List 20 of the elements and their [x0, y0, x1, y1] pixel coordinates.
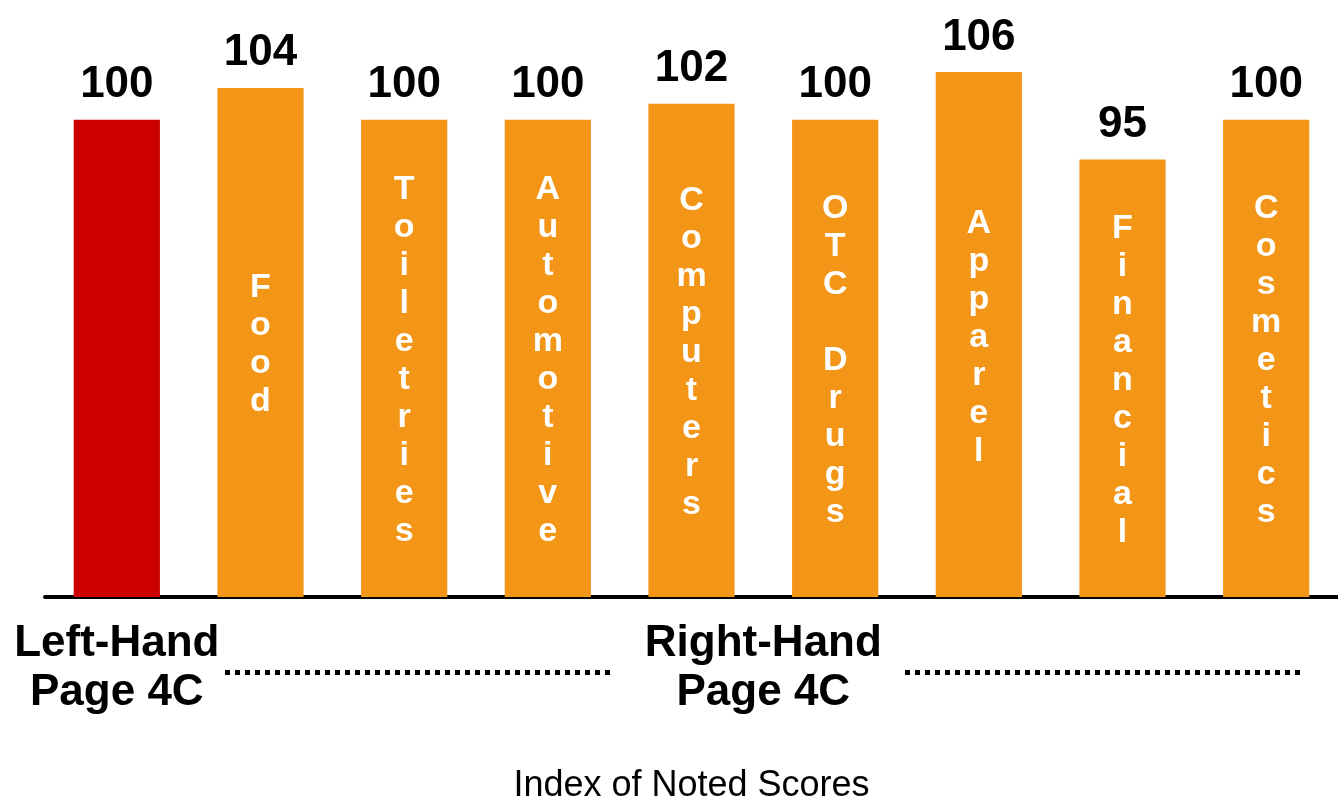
data-label: 100 — [511, 57, 585, 107]
text: Right-Hand Page 4C — [643, 616, 883, 714]
text: Left-Hand Page 4C — [13, 616, 221, 714]
x-tick-label: Computers — [672, 179, 711, 522]
x-tick-label: Cosmetics — [1247, 187, 1286, 530]
x-tick-label: Food — [241, 266, 280, 419]
x-axis-title: Index of Noted Scores — [513, 762, 870, 804]
x-tick-label: Apparel — [959, 201, 998, 468]
x-tick-label: OTC Drugs — [816, 187, 855, 530]
x-tick-label: Automotive — [528, 168, 567, 549]
data-label: 102 — [654, 41, 729, 91]
data-label: 100 — [80, 57, 154, 107]
data-label: 100 — [367, 57, 441, 107]
x-tick-label: Toiletries — [385, 168, 424, 549]
data-label: 100 — [798, 57, 872, 107]
x-tick-label: Financial — [1103, 207, 1142, 550]
data-label: 106 — [942, 9, 1016, 59]
data-label: 100 — [1229, 57, 1303, 107]
data-label: 95 — [1098, 97, 1147, 146]
data-label: 104 — [223, 25, 298, 75]
